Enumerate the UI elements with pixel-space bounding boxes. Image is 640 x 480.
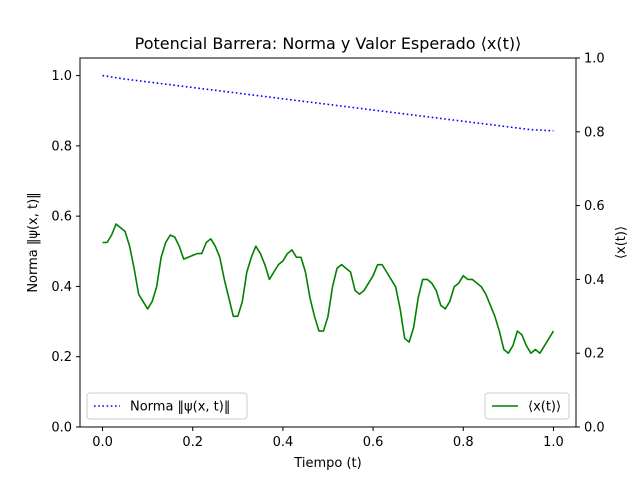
y-left-tick-label-3: 0.6 bbox=[51, 210, 72, 225]
x-axis-label: Tiempo (t) bbox=[293, 456, 361, 471]
y-right-tick-label-2: 0.4 bbox=[584, 273, 605, 288]
y-left-axis-label: Norma ‖ψ(x, t)‖ bbox=[26, 192, 41, 292]
legend-frame-0 bbox=[86, 392, 248, 420]
y-right-tick-label-5: 1.0 bbox=[584, 52, 605, 67]
legend-label-0: Norma ‖ψ(x, t)‖ bbox=[130, 400, 230, 415]
y-right-tick-label-1: 0.2 bbox=[584, 347, 605, 362]
y-left-tick-label-1: 0.2 bbox=[51, 350, 72, 365]
y-left-tick-label-5: 1.0 bbox=[51, 69, 72, 84]
x-tick-label-0: 0.0 bbox=[92, 435, 113, 450]
chart-title: Potencial Barrera: Norma y Valor Esperad… bbox=[135, 34, 522, 53]
y-right-tick-label-4: 0.8 bbox=[584, 125, 605, 140]
y-right-tick-label-0: 0.0 bbox=[584, 421, 605, 436]
series-line-0 bbox=[102, 74, 554, 132]
x-tick-label-2: 0.4 bbox=[273, 435, 294, 450]
y-right-axis-label: ⟨x(t)⟩ bbox=[614, 226, 629, 259]
series-line-1 bbox=[102, 223, 555, 355]
x-tick-label-4: 0.8 bbox=[453, 435, 474, 450]
x-tick-label-5: 1.0 bbox=[543, 435, 564, 450]
legend-label-1: ⟨x(t)⟩ bbox=[528, 400, 561, 415]
plot-frame bbox=[79, 57, 577, 428]
legend-0: Norma ‖ψ(x, t)‖ bbox=[86, 392, 248, 420]
y-left-tick-label-4: 0.8 bbox=[51, 139, 72, 154]
y-right-tick-label-3: 0.6 bbox=[584, 199, 605, 214]
y-left-tick-label-0: 0.0 bbox=[51, 421, 72, 436]
x-tick-label-1: 0.2 bbox=[182, 435, 203, 450]
y-left-tick-label-2: 0.4 bbox=[51, 280, 72, 295]
x-tick-label-3: 0.6 bbox=[363, 435, 384, 450]
legend-frame-1 bbox=[484, 392, 570, 420]
legend-1: ⟨x(t)⟩ bbox=[484, 392, 570, 420]
